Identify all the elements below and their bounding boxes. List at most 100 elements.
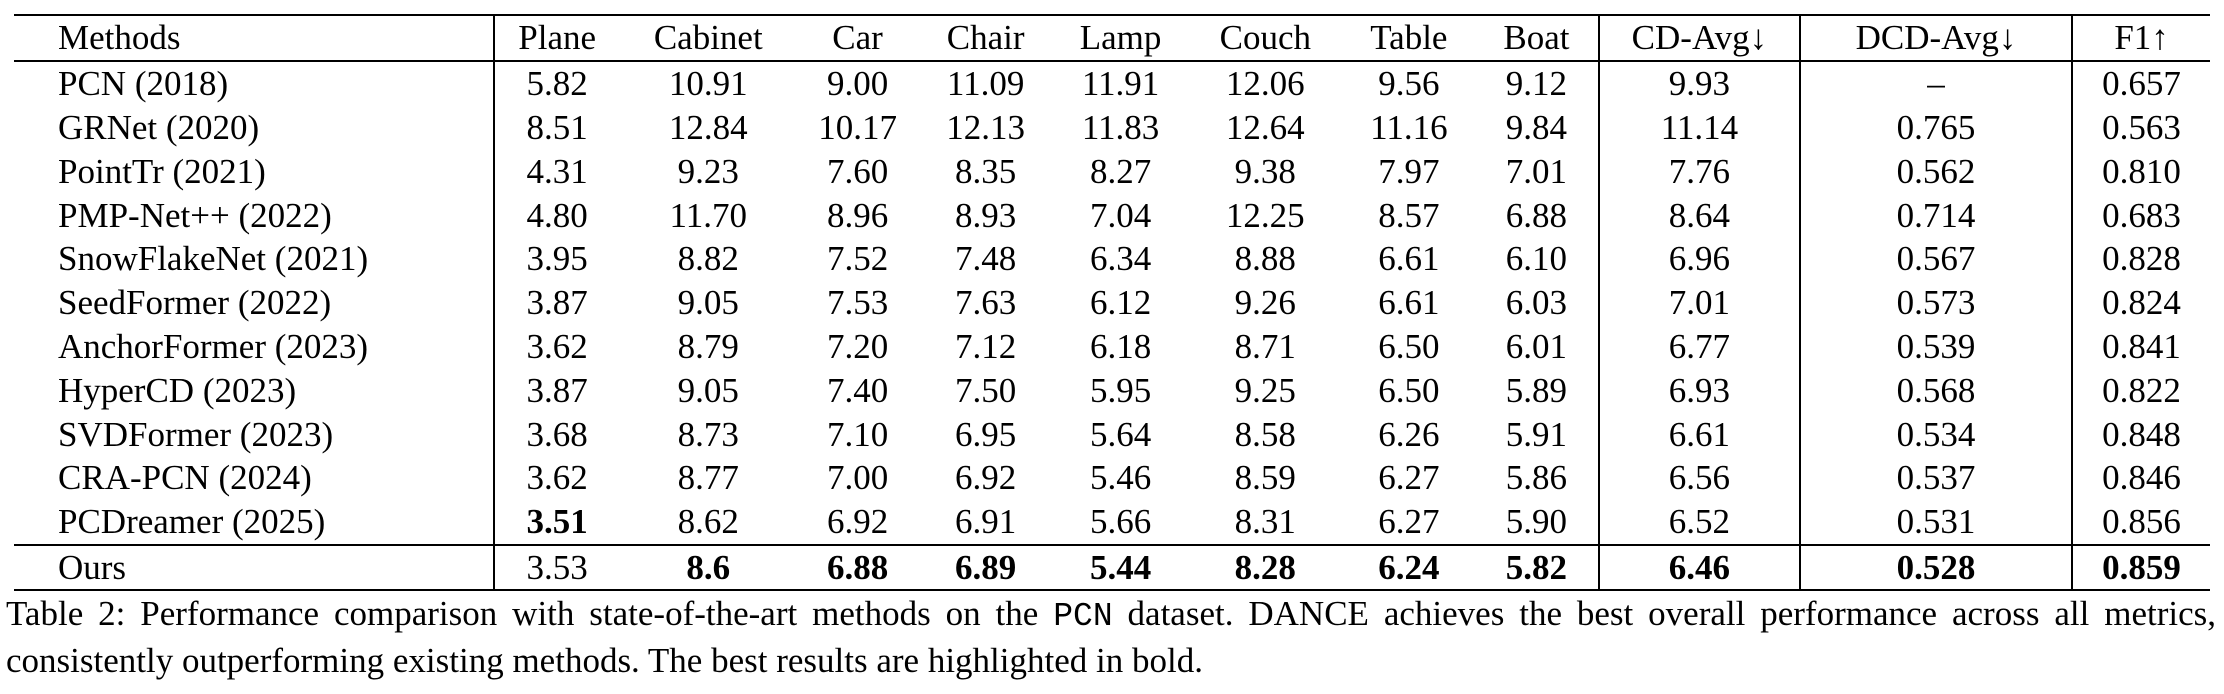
cell-lamp: 11.91 [1081,64,1160,104]
header-boat: Boat [1474,14,1600,62]
cell-cd-avg: 11.14 [1598,105,1801,150]
cell-cd-avg: 6.46 [1598,543,1801,592]
cell-dcd-avg: 0.714 [1799,193,2074,237]
cell-cd-avg: 6.52 [1598,499,1801,545]
cell-cabinet: 10.91 [668,64,748,104]
cell-cd-avg: 6.77 [1598,324,1801,369]
cell-table: 8.57 [1378,195,1440,235]
cell-lamp: 5.95 [1089,370,1152,410]
cell-chair: 8.35 [955,151,1017,191]
cell-chair: 6.92 [955,458,1017,498]
cell-plane: 4.80 [526,195,588,235]
cell-lamp: 6.12 [1089,283,1152,323]
cell-boat: 6.01 [1474,324,1600,369]
cell-chair: 7.12 [955,326,1017,366]
cell-chair: 6.91 [955,502,1017,542]
cell-lamp: 6.34 [1089,239,1152,279]
cell-chair: 7.50 [955,370,1017,410]
cell-table: 9.56 [1378,64,1440,104]
cell-car: 9.00 [826,64,889,104]
header-lamp: Lamp [1053,14,1188,62]
cell-lamp: 7.04 [1089,195,1152,235]
cell-couch: 8.58 [1234,414,1296,454]
cell-dcd-avg: 0.534 [1799,412,2074,456]
table-row: GRNet (2020) 8.51 12.84 10.17 12.13 11.83 12.6… [14,105,2210,150]
cell-car: 7.60 [826,151,889,191]
cell-boat: 5.89 [1474,368,1600,413]
cell-car: 7.00 [826,458,889,498]
cell-couch: 8.31 [1234,502,1296,542]
cell-car: 7.10 [826,414,889,454]
cell-chair: 11.09 [946,64,1025,104]
cell-f1: 0.822 [2102,370,2181,410]
cell-method: PointTr (2021) [14,149,496,194]
cell-method: SVDFormer (2023) [14,412,496,456]
cell-lamp: 8.27 [1089,151,1152,191]
cell-table: 6.26 [1378,414,1440,454]
cell-boat: 5.82 [1474,543,1600,592]
cell-car: 7.53 [826,283,889,323]
cell-method: SeedFormer (2022) [14,280,496,325]
caption-text-before: Performance comparison with state-of-the… [140,594,1039,633]
cell-cabinet: 12.84 [668,107,748,147]
table-row: HyperCD (2023) 3.87 9.05 7.40 7.50 5.95 9.25 6.… [14,368,2210,413]
cell-f1: 0.828 [2102,239,2181,279]
cell-cabinet: 8.82 [677,239,739,279]
cell-table: 6.27 [1378,502,1440,542]
header-couch: Couch [1187,14,1343,62]
cell-lamp: 5.44 [1053,543,1188,592]
cell-dcd-avg: 0.528 [1799,543,2074,592]
cell-couch: 12.25 [1225,195,1305,235]
table-row: PCDreamer (2025) 3.51 8.62 6.92 6.91 5.66 8.31… [14,499,2210,545]
table-row: PCN (2018) 5.82 10.91 9.00 11.09 11.91 12.06 9.… [14,60,2210,106]
table-row: AnchorFormer (2023) 3.62 8.79 7.20 7.12 6.18 8… [14,324,2210,369]
table-row: Ours 3.53 8.6 6.88 6.89 5.44 8.28 6.24 5.82 6.46 0… [14,543,2210,592]
cell-cd-avg: 8.64 [1598,193,1801,237]
cell-plane: 3.51 [526,502,588,542]
cell-cabinet: 9.05 [677,283,739,323]
cell-table: 7.97 [1378,151,1440,191]
cell-chair: 7.48 [955,239,1017,279]
cell-couch: 9.25 [1234,370,1296,410]
cell-cd-avg: 6.93 [1598,368,1801,413]
cell-f1: 0.657 [2102,64,2181,104]
cell-method: Ours [14,543,496,592]
cell-method: GRNet (2020) [14,105,496,150]
cell-plane: 3.53 [494,543,620,592]
cell-car: 7.52 [826,239,889,279]
header-plane: Plane [494,14,620,62]
results-table-container: Methods Plane Cabinet Car Chair Lamp Cou… [14,14,2210,592]
header-methods: Methods [14,14,496,62]
header-cd-avg: CD-Avg↓ [1598,14,1801,62]
cell-car: 8.96 [826,195,889,235]
cell-f1: 0.683 [2102,195,2181,235]
cell-cabinet: 8.79 [677,326,739,366]
cell-method: HyperCD (2023) [14,368,496,413]
table-row: SeedFormer (2022) 3.87 9.05 7.53 7.63 6.12 9.2… [14,280,2210,325]
cell-couch: 9.26 [1234,283,1296,323]
cell-cabinet: 9.23 [677,151,739,191]
cell-plane: 3.62 [526,458,588,498]
cell-plane: 3.68 [526,414,588,454]
cell-cabinet: 9.05 [677,370,739,410]
cell-dcd-avg: 0.567 [1799,236,2074,281]
cell-f1: 0.859 [2072,543,2210,592]
cell-f1: 0.824 [2102,283,2181,323]
cell-cabinet: 11.70 [669,195,747,235]
cell-dcd-avg: 0.539 [1799,324,2074,369]
cell-boat: 5.91 [1474,412,1600,456]
cell-boat: 6.88 [1474,193,1600,237]
header-car: Car [797,14,918,62]
cell-method: AnchorFormer (2023) [14,324,496,369]
cell-couch: 8.71 [1234,326,1296,366]
cell-car: 7.20 [826,326,889,366]
cell-boat: 5.86 [1474,455,1600,500]
cell-dcd-avg: – [1799,60,2074,106]
cell-chair: 12.13 [946,107,1025,147]
cell-method: PCN (2018) [14,60,496,106]
table-row: CRA-PCN (2024) 3.62 8.77 7.00 6.92 5.46 8.59 6.… [14,455,2210,500]
cell-method: PCDreamer (2025) [14,499,496,545]
cell-lamp: 5.64 [1089,414,1152,454]
cell-method: SnowFlakeNet (2021) [14,236,496,281]
table-row: PointTr (2021) 4.31 9.23 7.60 8.35 8.27 9.38 7.… [14,149,2210,194]
